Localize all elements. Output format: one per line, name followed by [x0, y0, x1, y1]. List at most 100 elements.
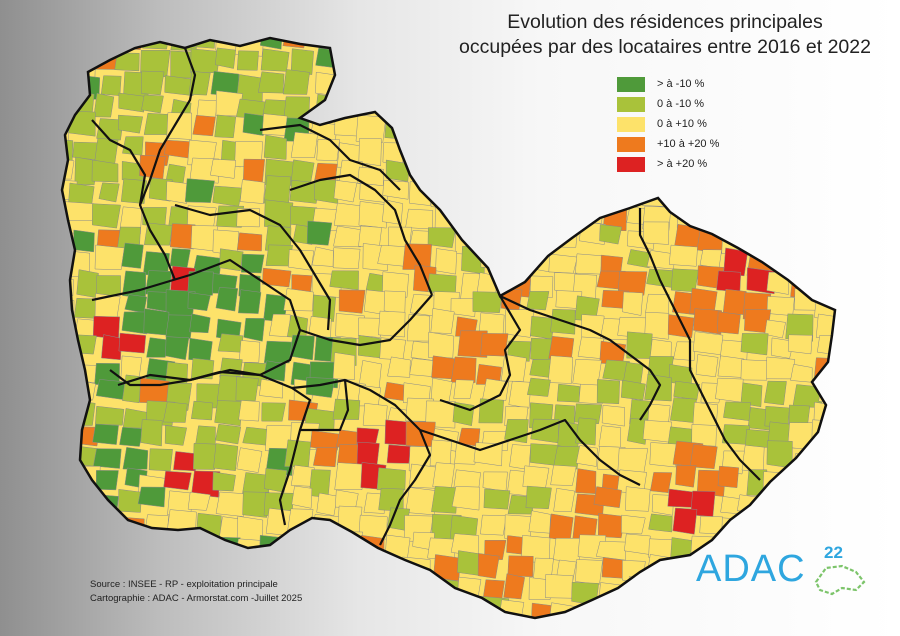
commune [432, 159, 456, 179]
commune [146, 337, 169, 358]
commune [764, 319, 786, 339]
commune [359, 557, 381, 582]
commune [670, 580, 694, 603]
commune [791, 92, 821, 112]
commune [814, 227, 835, 252]
commune [502, 181, 525, 203]
commune [388, 79, 411, 99]
commune [341, 583, 364, 606]
commune [761, 118, 790, 138]
commune [235, 376, 259, 402]
commune [528, 206, 550, 231]
commune [166, 180, 188, 204]
commune [190, 533, 214, 554]
commune [217, 333, 244, 353]
commune [69, 494, 94, 518]
commune [556, 383, 580, 403]
commune [382, 38, 405, 49]
commune [339, 597, 365, 618]
commune [258, 71, 285, 94]
commune [69, 334, 97, 355]
commune [722, 289, 747, 315]
commune [576, 138, 607, 166]
commune [699, 249, 722, 269]
commune [741, 444, 765, 473]
commune [789, 251, 813, 279]
commune [643, 221, 670, 245]
commune [739, 225, 770, 252]
commune [97, 552, 127, 579]
commune [555, 68, 582, 90]
commune [505, 91, 532, 119]
commune [311, 246, 334, 267]
commune [169, 223, 196, 250]
commune [148, 448, 173, 472]
commune [454, 442, 478, 465]
commune [188, 337, 213, 362]
commune [595, 541, 626, 561]
commune [480, 333, 509, 357]
commune [811, 444, 835, 467]
commune [548, 513, 574, 542]
commune [530, 161, 559, 183]
legend-swatch [617, 156, 645, 172]
commune [314, 527, 343, 556]
commune [141, 534, 167, 562]
commune [62, 352, 79, 379]
commune [338, 289, 366, 314]
commune [118, 92, 145, 113]
commune [649, 602, 675, 618]
commune [406, 112, 429, 137]
commune [689, 444, 718, 469]
commune [740, 333, 769, 356]
commune [95, 470, 119, 491]
commune [722, 209, 752, 231]
commune [335, 38, 365, 54]
commune [122, 136, 144, 156]
commune [773, 158, 797, 184]
commune [400, 576, 430, 604]
commune [215, 287, 239, 312]
commune [189, 313, 211, 334]
legend-row: 0 à -10 % [617, 94, 719, 114]
commune [553, 488, 576, 513]
commune [626, 249, 654, 269]
commune [242, 491, 270, 518]
commune [187, 491, 211, 511]
commune [261, 113, 288, 136]
commune [670, 601, 701, 618]
commune [409, 52, 435, 79]
commune [283, 532, 310, 553]
commune [526, 377, 551, 397]
commune [333, 225, 362, 248]
commune [721, 186, 746, 206]
legend-label: +10 à +20 % [657, 138, 720, 150]
commune [382, 179, 409, 200]
commune [164, 75, 194, 96]
commune [819, 66, 835, 94]
commune [429, 439, 452, 467]
commune [412, 75, 437, 98]
legend-row: > à +20 % [617, 154, 719, 174]
commune [622, 291, 644, 316]
commune [212, 185, 243, 207]
commune [507, 555, 534, 577]
commune [139, 377, 170, 404]
commune [263, 340, 293, 364]
commune [315, 47, 341, 69]
commune [451, 486, 480, 511]
adac-logo-text: ADAC [696, 548, 806, 590]
commune [192, 115, 216, 137]
commune [456, 596, 482, 618]
commune [410, 155, 440, 180]
commune [92, 510, 115, 532]
commune [593, 486, 622, 508]
commune [668, 244, 698, 267]
commune [480, 514, 507, 536]
commune [768, 224, 795, 247]
commune [820, 138, 835, 158]
commune [596, 379, 620, 405]
commune [628, 576, 650, 600]
commune [573, 184, 603, 207]
